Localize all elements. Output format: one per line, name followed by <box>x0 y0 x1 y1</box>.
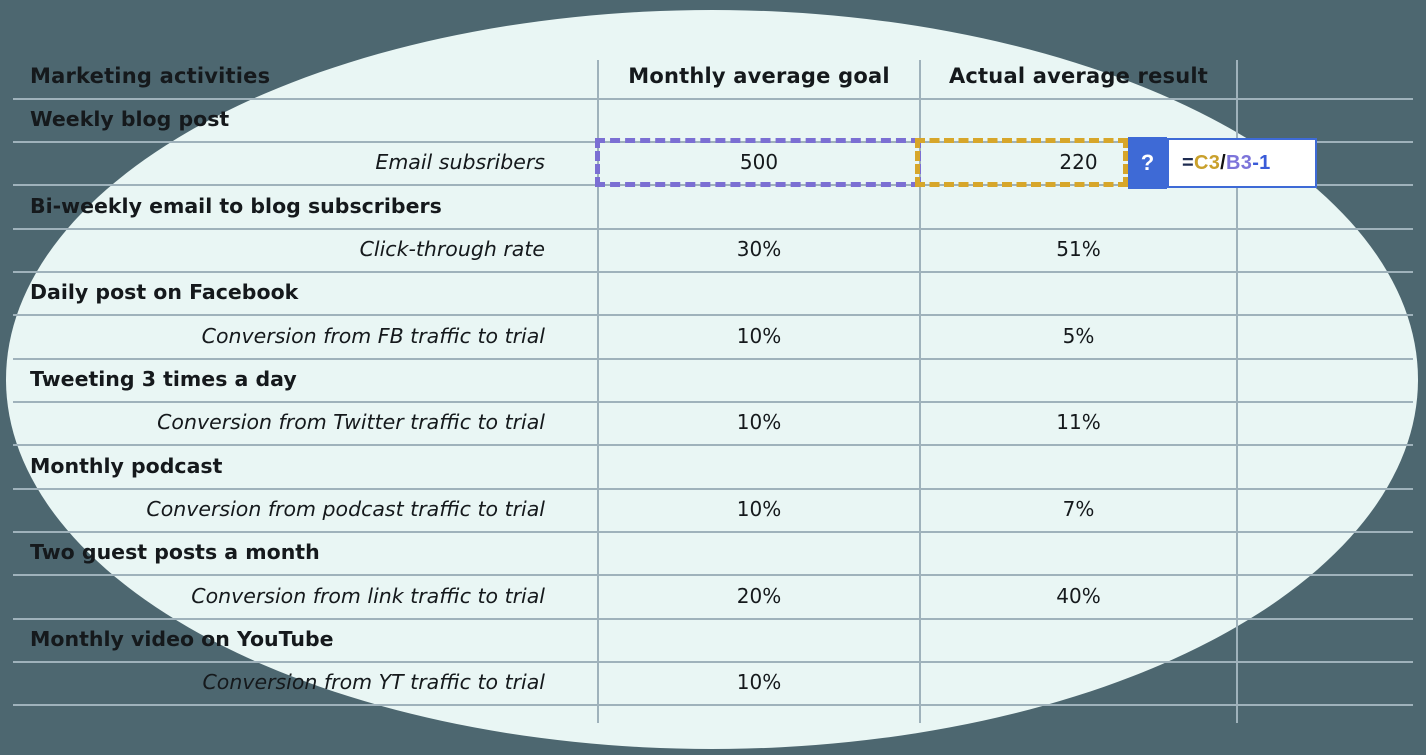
goal-value-cell[interactable] <box>598 444 920 487</box>
horizontal-grid-line <box>13 227 1413 230</box>
goal-value-cell[interactable]: 10% <box>736 410 782 435</box>
vertical-grid-line <box>597 60 599 723</box>
activity-category-cell[interactable]: Monthly podcast <box>30 453 223 478</box>
actual-value-cell[interactable] <box>920 184 1237 227</box>
activity-metric-cell[interactable]: Conversion from YT traffic to trial <box>202 670 545 695</box>
goal-value-cell[interactable]: 500 <box>739 150 779 175</box>
goal-value-cell[interactable]: 20% <box>736 583 782 608</box>
goal-value-cell[interactable] <box>598 271 920 314</box>
goal-value-cell[interactable]: 30% <box>736 237 782 262</box>
table-row: Two guest posts a month <box>13 531 1237 574</box>
actual-value-cell[interactable] <box>920 661 1237 704</box>
horizontal-grid-line <box>13 704 1413 707</box>
formula-token: B3 <box>1226 151 1253 174</box>
formula-token: = <box>1182 151 1194 174</box>
marketing-kpi-table: Marketing activities Monthly average goa… <box>13 54 1237 704</box>
table-row: Monthly video on YouTube <box>13 617 1237 660</box>
actual-value-cell[interactable]: 7% <box>1062 496 1095 521</box>
table-row: Daily post on Facebook <box>13 271 1237 314</box>
horizontal-grid-line <box>13 270 1413 273</box>
activity-category-cell[interactable]: Daily post on Facebook <box>30 280 299 305</box>
activity-metric-cell[interactable]: Conversion from podcast traffic to trial <box>146 496 545 521</box>
table-row: Email subsribers 500 220 <box>13 141 1237 184</box>
activity-category-cell[interactable]: Bi-weekly email to blog subscribers <box>30 193 442 218</box>
table-row: Weekly blog post <box>13 98 1237 141</box>
header-marketing-activities: Marketing activities <box>30 63 271 88</box>
actual-value-cell[interactable]: 11% <box>1056 410 1101 435</box>
activity-category-cell[interactable]: Tweeting 3 times a day <box>30 367 297 392</box>
actual-value-cell[interactable] <box>920 531 1237 574</box>
activity-metric-cell[interactable]: Conversion from FB traffic to trial <box>201 323 545 348</box>
background-ellipse <box>6 10 1418 749</box>
header-actual-average-result: Actual average result <box>948 63 1209 88</box>
horizontal-grid-line <box>13 97 1413 100</box>
table-row: Conversion from link traffic to trial 20%… <box>13 574 1237 617</box>
table-row: Tweeting 3 times a day <box>13 357 1237 400</box>
actual-value-cell[interactable] <box>920 271 1237 314</box>
table-header-row: Marketing activities Monthly average goa… <box>13 54 1237 98</box>
activity-metric-cell[interactable]: Click-through rate <box>359 237 545 262</box>
activity-metric-cell[interactable]: Conversion from Twitter traffic to trial <box>157 410 545 435</box>
goal-value-cell[interactable]: 10% <box>736 323 782 348</box>
actual-value-cell[interactable]: 220 <box>1059 150 1098 175</box>
table-row: Conversion from FB traffic to trial 10% 5% <box>13 314 1237 357</box>
activity-category-cell[interactable]: Weekly blog post <box>30 107 230 132</box>
horizontal-grid-line <box>13 617 1413 620</box>
table-row: Monthly podcast <box>13 444 1237 487</box>
horizontal-grid-line <box>13 400 1413 403</box>
actual-value-cell[interactable] <box>920 444 1237 487</box>
horizontal-grid-line <box>13 357 1413 360</box>
selected-goal-cell-outline <box>595 138 921 187</box>
actual-value-cell[interactable] <box>920 617 1237 660</box>
formula-help-button[interactable]: ? <box>1128 137 1167 189</box>
header-monthly-average-goal: Monthly average goal <box>628 63 890 88</box>
formula-input[interactable]: = C3/B3 -1 <box>1167 138 1317 188</box>
actual-value-cell[interactable]: 40% <box>1056 583 1101 608</box>
table-row: Conversion from Twitter traffic to trial… <box>13 401 1237 444</box>
goal-value-cell[interactable]: 10% <box>736 496 782 521</box>
vertical-grid-line <box>1236 60 1238 723</box>
goal-value-cell[interactable] <box>598 617 920 660</box>
table-row: Click-through rate 30% 51% <box>13 227 1237 270</box>
activity-metric-cell[interactable]: Email subsribers <box>375 150 545 175</box>
selected-actual-cell-outline <box>915 138 1128 187</box>
activity-metric-cell[interactable]: Conversion from link traffic to trial <box>191 583 545 608</box>
horizontal-grid-line <box>13 444 1413 447</box>
actual-value-cell[interactable]: 5% <box>1062 323 1095 348</box>
activity-category-cell[interactable]: Monthly video on YouTube <box>30 626 334 651</box>
activity-category-cell[interactable]: Two guest posts a month <box>30 540 320 565</box>
actual-value-cell[interactable]: 51% <box>1056 237 1101 262</box>
horizontal-grid-line <box>13 487 1413 490</box>
actual-value-cell[interactable] <box>920 357 1237 400</box>
table-row: Conversion from YT traffic to trial 10% <box>13 661 1237 704</box>
actual-value-cell[interactable] <box>920 98 1237 141</box>
horizontal-grid-line <box>13 574 1413 577</box>
formula-token: / <box>1220 151 1227 174</box>
horizontal-grid-line <box>13 530 1413 533</box>
goal-value-cell[interactable] <box>598 531 920 574</box>
horizontal-grid-line <box>13 660 1413 663</box>
formula-token: -1 <box>1252 151 1271 174</box>
table-row: Conversion from podcast traffic to trial… <box>13 487 1237 530</box>
goal-value-cell[interactable] <box>598 184 920 227</box>
vertical-grid-line <box>919 60 921 723</box>
goal-value-cell[interactable] <box>598 98 920 141</box>
goal-value-cell[interactable] <box>598 357 920 400</box>
goal-value-cell[interactable]: 10% <box>736 670 782 695</box>
horizontal-grid-line <box>13 314 1413 317</box>
table-row: Bi-weekly email to blog subscribers <box>13 184 1237 227</box>
formula-token: C3 <box>1193 151 1221 174</box>
